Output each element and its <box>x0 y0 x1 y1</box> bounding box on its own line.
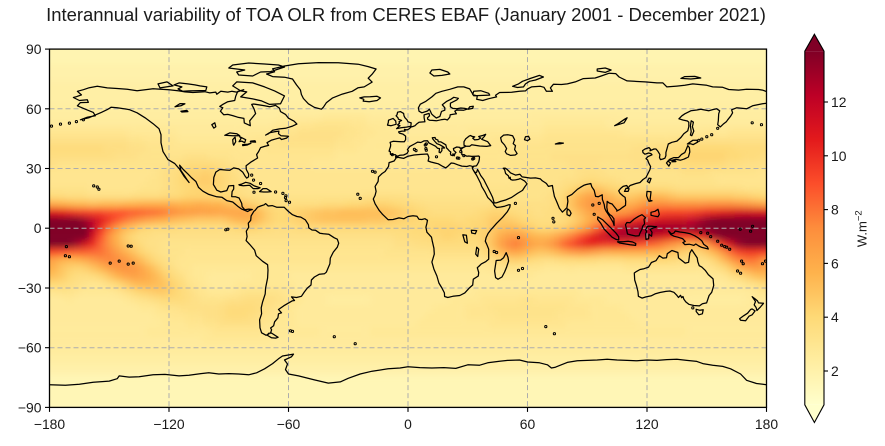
svg-text:60: 60 <box>520 416 536 432</box>
svg-text:180: 180 <box>755 416 778 432</box>
svg-text:−60: −60 <box>277 416 301 432</box>
svg-text:8: 8 <box>831 202 839 218</box>
svg-text:4: 4 <box>831 309 839 325</box>
svg-text:0: 0 <box>404 416 412 432</box>
svg-text:Interannual variability of TOA: Interannual variability of TOA OLR from … <box>46 4 766 25</box>
svg-text:0: 0 <box>34 220 42 236</box>
svg-text:6: 6 <box>831 255 839 271</box>
svg-text:120: 120 <box>635 416 658 432</box>
svg-text:30: 30 <box>26 161 42 177</box>
svg-text:−180: −180 <box>34 416 66 432</box>
svg-text:−90: −90 <box>18 399 42 415</box>
svg-text:12: 12 <box>831 94 847 110</box>
svg-text:−30: −30 <box>18 280 42 296</box>
svg-text:−60: −60 <box>18 340 42 356</box>
svg-text:60: 60 <box>26 101 42 117</box>
svg-text:2: 2 <box>831 363 839 379</box>
svg-text:−120: −120 <box>153 416 185 432</box>
svg-text:10: 10 <box>831 148 847 164</box>
svg-text:90: 90 <box>26 41 42 57</box>
